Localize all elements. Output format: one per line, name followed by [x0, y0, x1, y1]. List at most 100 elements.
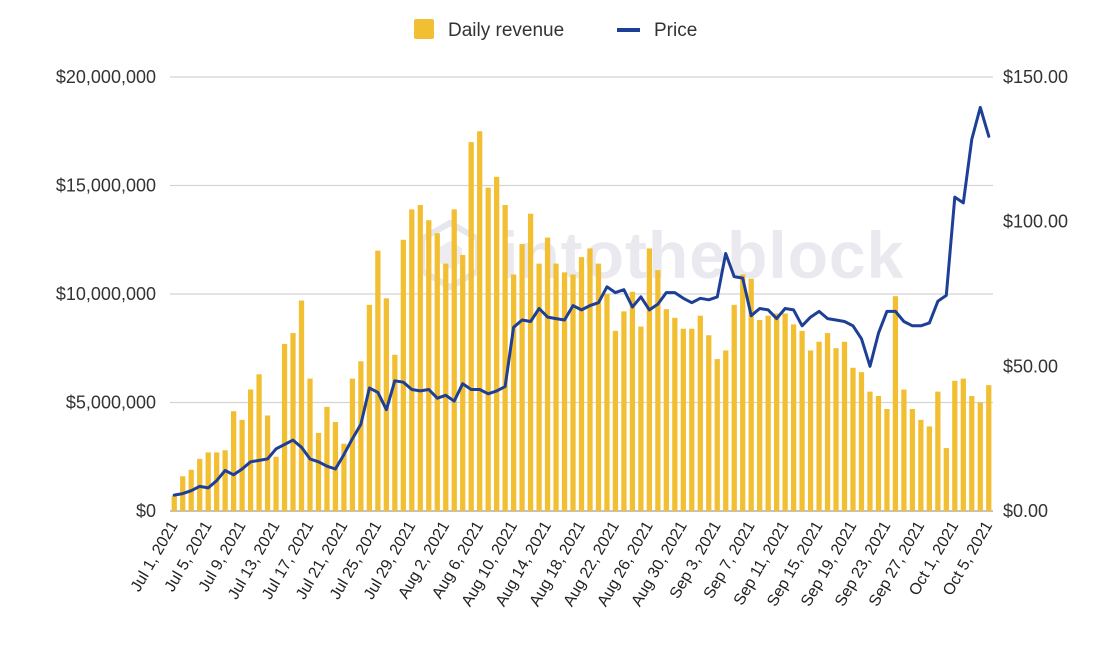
- revenue-bar: [536, 263, 542, 511]
- revenue-bar: [731, 304, 737, 511]
- revenue-bar: [977, 402, 983, 511]
- revenue-bar: [417, 205, 423, 511]
- right-y-axis: $0.00 $50.00 $100.00 $150.00: [1003, 67, 1068, 521]
- revenue-bar: [281, 343, 288, 511]
- revenue-bar: [494, 176, 500, 511]
- revenue-bar: [171, 495, 177, 511]
- revenue-bar: [510, 274, 517, 511]
- revenue-bar: [807, 350, 814, 511]
- revenue-bar: [672, 317, 678, 511]
- revenue-bar: [205, 452, 211, 511]
- revenue-bar: [256, 374, 262, 511]
- revenue-bar: [969, 395, 975, 511]
- revenue-bar: [689, 328, 695, 511]
- revenue-bar: [264, 415, 271, 511]
- revenue-bar: [468, 142, 474, 511]
- legend: Daily revenue Price: [414, 19, 697, 41]
- revenue-bar: [443, 263, 449, 511]
- revenue-bar: [909, 409, 916, 511]
- revenue-bar: [875, 395, 882, 511]
- revenue-bar: [952, 380, 958, 511]
- revenue-bar: [273, 456, 279, 511]
- revenue-bar: [553, 263, 559, 511]
- revenue-bars: [171, 131, 992, 512]
- revenue-bar: [901, 389, 907, 511]
- revenue-bar: [298, 300, 305, 511]
- left-axis-tick-label: $0: [136, 501, 156, 521]
- left-axis-tick-label: $10,000,000: [56, 284, 156, 304]
- revenue-bar: [740, 274, 746, 511]
- revenue-bar: [485, 187, 491, 512]
- revenue-bar: [561, 272, 568, 511]
- revenue-bar: [366, 304, 373, 511]
- right-axis-tick-label: $150.00: [1003, 67, 1068, 87]
- price-line: [172, 105, 991, 497]
- revenue-bar: [714, 359, 720, 511]
- revenue-bar: [663, 309, 669, 511]
- right-axis-tick-label: $100.00: [1003, 212, 1068, 232]
- revenue-bar: [324, 406, 330, 511]
- revenue-bar: [247, 389, 254, 511]
- revenue-bar: [392, 354, 398, 511]
- revenue-bar: [757, 320, 763, 511]
- revenue-bar: [782, 313, 788, 511]
- revenue-bar: [612, 330, 619, 511]
- revenue-bar: [850, 367, 856, 511]
- legend-label-price: Price: [654, 20, 697, 41]
- revenue-bar: [519, 244, 525, 511]
- revenue-bar: [544, 237, 551, 511]
- revenue-bar: [892, 296, 899, 511]
- revenue-bar: [502, 205, 508, 511]
- revenue-bar: [400, 239, 406, 511]
- revenue-bar: [833, 348, 839, 511]
- revenue-bar: [239, 419, 245, 511]
- revenue-bar: [799, 330, 805, 511]
- revenue-bar: [646, 248, 653, 511]
- revenue-bar: [341, 443, 347, 511]
- price-line-layer: [172, 105, 991, 497]
- revenue-bar: [790, 324, 797, 511]
- revenue-bar: [231, 411, 237, 511]
- revenue-bar: [943, 448, 949, 511]
- revenue-bar: [986, 385, 992, 511]
- revenue-bar: [748, 278, 754, 511]
- revenue-bar: [774, 313, 780, 511]
- watermark-text: intotheblock: [500, 218, 904, 292]
- revenue-bar: [960, 378, 966, 511]
- legend-label-daily-revenue: Daily revenue: [448, 20, 564, 41]
- revenue-bar: [451, 209, 457, 511]
- revenue-bar: [434, 233, 440, 512]
- revenue-bar: [595, 263, 602, 511]
- left-axis-tick-label: $15,000,000: [56, 176, 156, 196]
- revenue-bar: [697, 315, 703, 511]
- revenue-bar: [621, 311, 627, 511]
- revenue-bar: [655, 270, 661, 511]
- left-y-axis: $0 $5,000,000 $10,000,000 $15,000,000 $20,00…: [56, 67, 156, 521]
- revenue-bar: [841, 341, 848, 511]
- revenue-bar: [918, 419, 924, 511]
- revenue-bar: [222, 450, 228, 511]
- revenue-bar: [578, 257, 585, 511]
- revenue-bar: [680, 328, 686, 511]
- revenue-bar: [816, 341, 822, 511]
- revenue-bar: [426, 220, 432, 511]
- revenue-bar: [884, 409, 890, 511]
- revenue-bar: [867, 391, 873, 511]
- revenue-bar: [638, 326, 644, 511]
- revenue-bar: [349, 378, 356, 511]
- right-axis-tick-label: $50.00: [1003, 356, 1058, 376]
- legend-swatch-daily-revenue: [414, 19, 434, 39]
- revenue-bar: [290, 333, 296, 511]
- revenue-bar: [604, 294, 610, 511]
- revenue-bar: [358, 361, 364, 511]
- revenue-bar: [935, 391, 941, 511]
- revenue-bar: [629, 291, 636, 511]
- revenue-bar: [375, 250, 381, 511]
- revenue-bar: [409, 209, 415, 511]
- revenue-bar: [527, 213, 534, 511]
- revenue-bar: [765, 315, 771, 511]
- revenue-bar: [824, 333, 831, 511]
